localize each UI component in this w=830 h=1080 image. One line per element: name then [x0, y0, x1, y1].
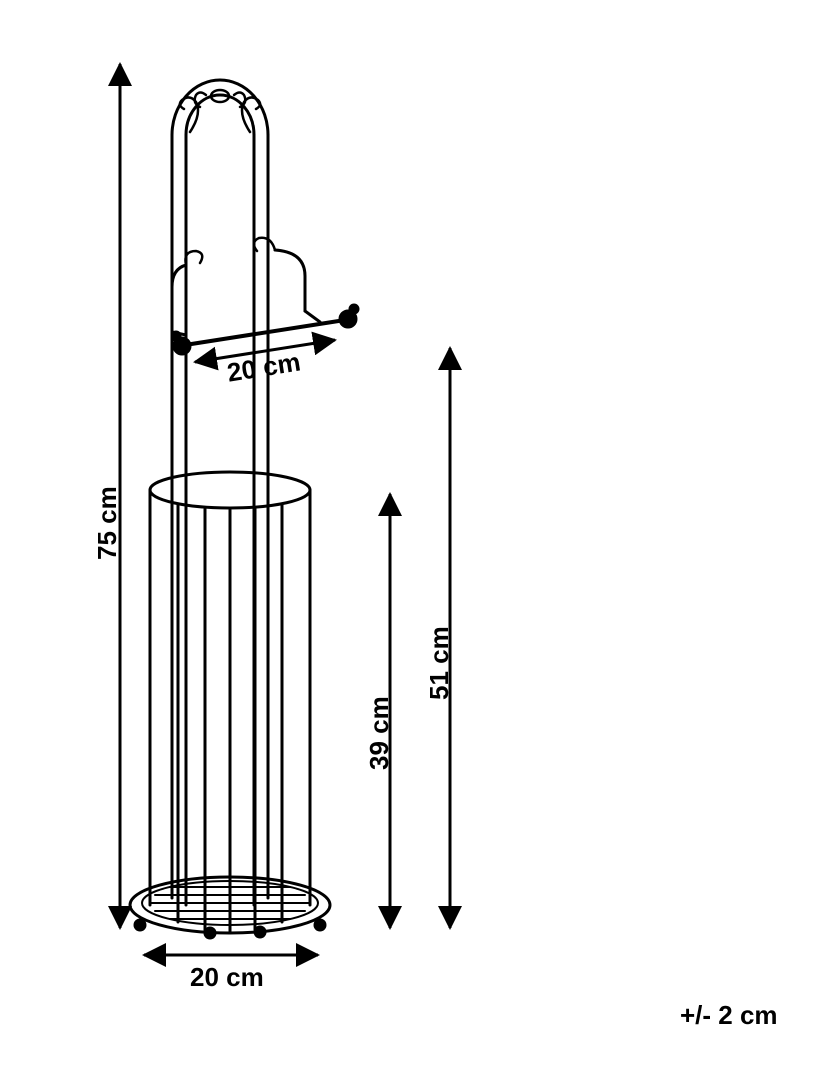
- label-basket-height: 39 cm: [364, 696, 395, 770]
- label-holder-height: 51 cm: [424, 626, 455, 700]
- label-tolerance: +/- 2 cm: [680, 1000, 778, 1031]
- dimension-arrows: [120, 64, 450, 955]
- diagram-svg: [0, 0, 830, 1080]
- label-base-width: 20 cm: [190, 962, 264, 993]
- label-total-height: 75 cm: [92, 486, 123, 560]
- dimension-diagram: 75 cm 39 cm 51 cm 20 cm 20 cm +/- 2 cm: [0, 0, 830, 1080]
- product-outline: [130, 80, 358, 938]
